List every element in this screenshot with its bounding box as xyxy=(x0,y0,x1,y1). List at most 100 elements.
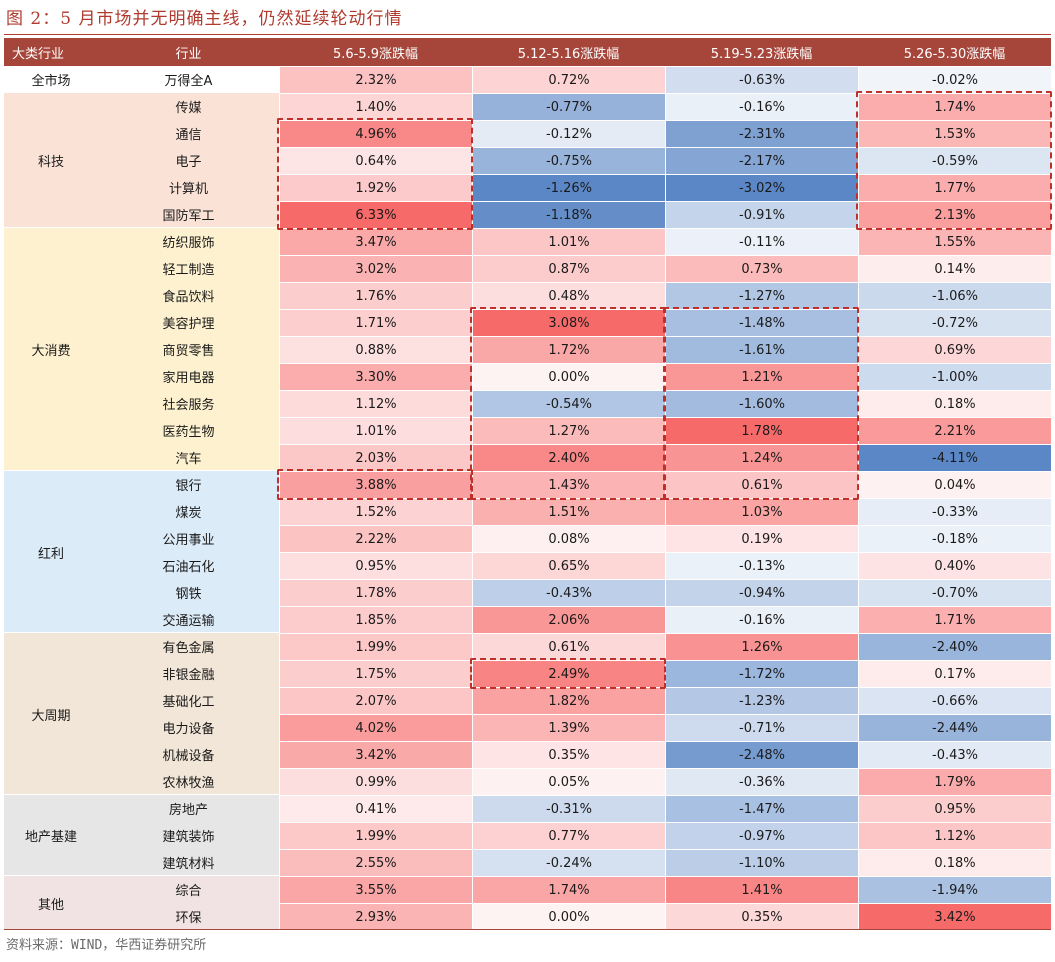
industry-label: 煤炭 xyxy=(98,498,279,525)
table-row: 钢铁 1.78% -0.43% -0.94% -0.70% xyxy=(4,579,1051,606)
value-cell: -1.00% xyxy=(858,363,1051,390)
value-cell: 1.55% xyxy=(858,228,1051,255)
industry-label: 综合 xyxy=(98,876,279,903)
value-cell: 3.02% xyxy=(279,255,472,282)
group-cell-bg xyxy=(4,849,98,876)
value-cell: 2.32% xyxy=(279,66,472,93)
value-cell: 1.53% xyxy=(858,120,1051,147)
value-cell: 0.65% xyxy=(472,552,665,579)
value-cell: -1.48% xyxy=(665,309,858,336)
table-row: 银行 3.88% 1.43% 0.61% 0.04% xyxy=(4,471,1051,498)
industry-label: 建筑材料 xyxy=(98,849,279,876)
value-cell: 0.35% xyxy=(472,741,665,768)
value-cell: 1.21% xyxy=(665,363,858,390)
value-cell: 2.21% xyxy=(858,417,1051,444)
industry-label: 建筑装饰 xyxy=(98,822,279,849)
table-row: 农林牧渔 0.99% 0.05% -0.36% 1.79% xyxy=(4,768,1051,795)
group-cell-bg xyxy=(4,498,98,525)
table-row: 机械设备 3.42% 0.35% -2.48% -0.43% xyxy=(4,741,1051,768)
table-row: 食品饮料 1.76% 0.48% -1.27% -1.06% xyxy=(4,282,1051,309)
value-cell: 1.26% xyxy=(665,633,858,660)
group-cell-bg xyxy=(4,417,98,444)
industry-label: 医药生物 xyxy=(98,417,279,444)
value-cell: 1.24% xyxy=(665,444,858,471)
group-cell-bg xyxy=(4,714,98,741)
value-cell: -1.60% xyxy=(665,390,858,417)
industry-label: 电力设备 xyxy=(98,714,279,741)
group-cell-bg xyxy=(4,255,98,282)
value-cell: 0.14% xyxy=(858,255,1051,282)
value-cell: -0.18% xyxy=(858,525,1051,552)
value-cell: 1.71% xyxy=(279,309,472,336)
industry-label: 石油石化 xyxy=(98,552,279,579)
value-cell: 1.74% xyxy=(472,876,665,903)
value-cell: 2.13% xyxy=(858,201,1051,228)
value-cell: -1.26% xyxy=(472,174,665,201)
group-label: 科技 xyxy=(37,155,64,170)
value-cell: 1.78% xyxy=(279,579,472,606)
group-cell-bg xyxy=(4,363,98,390)
value-cell: -1.72% xyxy=(665,660,858,687)
industry-label: 环保 xyxy=(98,903,279,930)
value-cell: -1.94% xyxy=(858,876,1051,903)
value-cell: 1.72% xyxy=(472,336,665,363)
value-cell: -0.54% xyxy=(472,390,665,417)
industry-label: 国防军工 xyxy=(98,201,279,228)
value-cell: 1.03% xyxy=(665,498,858,525)
value-cell: -0.94% xyxy=(665,579,858,606)
value-cell: 2.55% xyxy=(279,849,472,876)
value-cell: -1.61% xyxy=(665,336,858,363)
group-cell-bg xyxy=(4,336,98,363)
value-cell: 3.47% xyxy=(279,228,472,255)
group-cell-bg xyxy=(4,552,98,579)
column-header: 5.6-5.9涨跌幅 xyxy=(332,46,419,62)
figure-title: 图 2：5 月市场并无明确主线，仍然延续轮动行情 xyxy=(6,9,403,29)
value-cell: -1.27% xyxy=(665,282,858,309)
value-cell: 0.95% xyxy=(279,552,472,579)
table-row: 传媒 1.40% -0.77% -0.16% 1.74% xyxy=(4,93,1051,120)
value-cell: 0.18% xyxy=(858,849,1051,876)
value-cell: 0.08% xyxy=(472,525,665,552)
value-cell: 2.40% xyxy=(472,444,665,471)
table-row: 电子 0.64% -0.75% -2.17% -0.59% xyxy=(4,147,1051,174)
industry-label: 银行 xyxy=(98,471,279,498)
group-cell-bg xyxy=(4,309,98,336)
table-row: 计算机 1.92% -1.26% -3.02% 1.77% xyxy=(4,174,1051,201)
industry-label: 电子 xyxy=(98,147,279,174)
table-row: 汽车 2.03% 2.40% 1.24% -4.11% xyxy=(4,444,1051,471)
table-row: 商贸零售 0.88% 1.72% -1.61% 0.69% xyxy=(4,336,1051,363)
group-label: 全市场 xyxy=(31,74,71,89)
value-cell: 3.42% xyxy=(279,741,472,768)
value-cell: 4.96% xyxy=(279,120,472,147)
value-cell: 1.39% xyxy=(472,714,665,741)
group-separator xyxy=(4,875,279,876)
value-cell: 3.88% xyxy=(279,471,472,498)
value-cell: -1.06% xyxy=(858,282,1051,309)
column-header: 行业 xyxy=(175,46,202,62)
value-cell: 1.85% xyxy=(279,606,472,633)
table-row: 基础化工 2.07% 1.82% -1.23% -0.66% xyxy=(4,687,1051,714)
value-cell: -0.91% xyxy=(665,201,858,228)
table-row: 医药生物 1.01% 1.27% 1.78% 2.21% xyxy=(4,417,1051,444)
group-cell-bg xyxy=(4,93,98,120)
industry-label: 家用电器 xyxy=(98,363,279,390)
value-cell: 0.05% xyxy=(472,768,665,795)
value-cell: 0.95% xyxy=(858,795,1051,822)
group-cell-bg xyxy=(4,660,98,687)
value-cell: 6.33% xyxy=(279,201,472,228)
value-cell: -4.11% xyxy=(858,444,1051,471)
value-cell: 1.43% xyxy=(472,471,665,498)
value-cell: 4.02% xyxy=(279,714,472,741)
table-row: 环保 2.93% 0.00% 0.35% 3.42% xyxy=(4,903,1051,930)
value-cell: 1.78% xyxy=(665,417,858,444)
value-cell: 0.35% xyxy=(665,903,858,930)
value-cell: -0.77% xyxy=(472,93,665,120)
value-cell: 0.17% xyxy=(858,660,1051,687)
value-cell: -1.23% xyxy=(665,687,858,714)
table-row: 交通运输 1.85% 2.06% -0.16% 1.71% xyxy=(4,606,1051,633)
industry-label: 传媒 xyxy=(98,93,279,120)
source-note: 资料来源：WIND，华西证券研究所 xyxy=(6,938,207,953)
value-cell: 1.79% xyxy=(858,768,1051,795)
table-row: 社会服务 1.12% -0.54% -1.60% 0.18% xyxy=(4,390,1051,417)
table-row: 通信 4.96% -0.12% -2.31% 1.53% xyxy=(4,120,1051,147)
